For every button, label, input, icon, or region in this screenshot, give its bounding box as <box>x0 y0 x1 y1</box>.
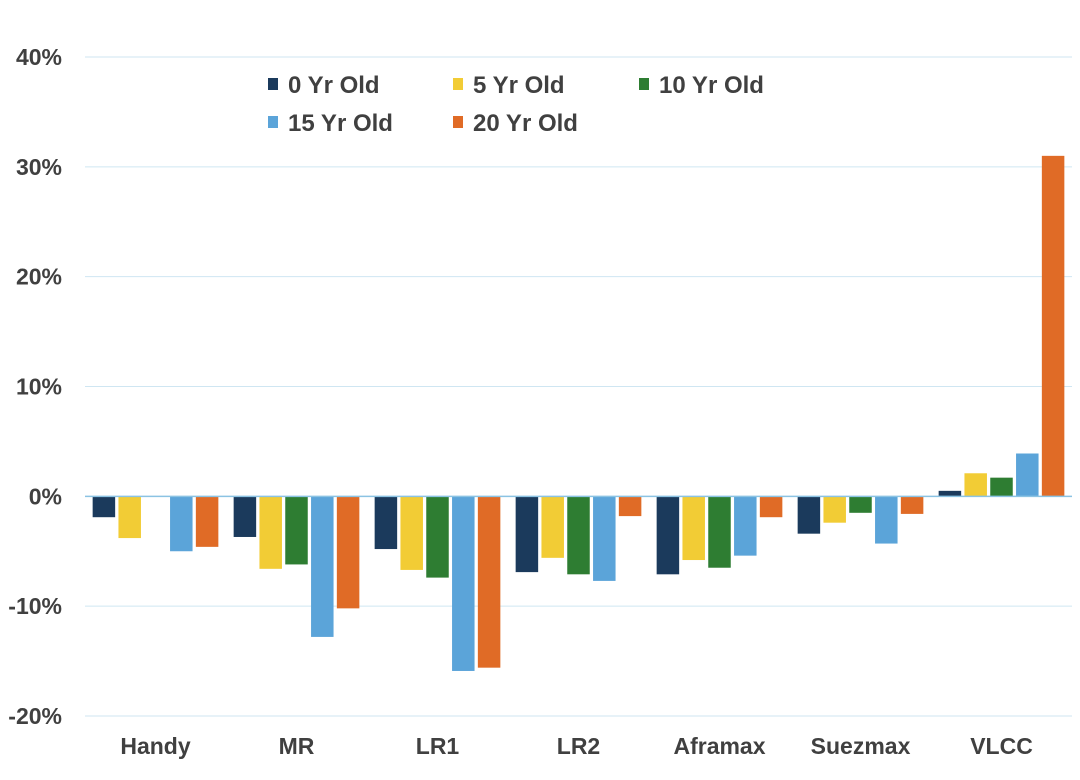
bar-vlcc-10-yr-old <box>990 477 1013 497</box>
legend-swatch <box>453 116 463 128</box>
x-axis-ticks: Handy MR LR1 LR2 Aframax Suezmax VLCC <box>120 733 1032 759</box>
x-tick-label: Aframax <box>673 733 765 759</box>
bar-lr2-20-yr-old <box>618 496 642 517</box>
legend-label: 10 Yr Old <box>659 72 764 99</box>
x-tick-label: VLCC <box>970 733 1033 759</box>
y-tick-label: -20% <box>8 703 62 729</box>
bar-aframax-15-yr-old <box>734 496 757 556</box>
bar-lr2-15-yr-old <box>593 496 616 581</box>
bar-aframax-10-yr-old <box>708 496 731 568</box>
x-tick-label: LR1 <box>416 733 460 759</box>
x-tick-label: LR2 <box>557 733 600 759</box>
bar-aframax-20-yr-old <box>759 496 783 518</box>
y-tick-label: 20% <box>16 264 62 290</box>
legend-label: 5 Yr Old <box>473 72 565 99</box>
bar-suezmax-15-yr-old <box>875 496 898 544</box>
bar-lr1-20-yr-old <box>477 496 501 668</box>
y-tick-label: 10% <box>16 374 62 400</box>
legend-label: 15 Yr Old <box>288 110 393 137</box>
bar-vlcc-20-yr-old <box>1041 155 1065 497</box>
bar-vlcc-5-yr-old <box>964 473 987 497</box>
bar-mr-20-yr-old <box>336 496 360 609</box>
bar-aframax-0-yr-old <box>656 496 680 575</box>
y-tick-label: 0% <box>29 483 62 509</box>
bar-suezmax-20-yr-old <box>900 496 924 514</box>
bar-aframax-5-yr-old <box>682 496 705 561</box>
gridlines <box>85 56 1072 717</box>
y-tick-label: 40% <box>16 44 62 70</box>
legend-label: 20 Yr Old <box>473 110 578 137</box>
x-tick-label: MR <box>279 733 315 759</box>
bar-vlcc-0-yr-old <box>938 490 962 497</box>
bar-lr2-0-yr-old <box>515 496 539 573</box>
bar-lr2-10-yr-old <box>567 496 590 575</box>
bar-handy-15-yr-old <box>170 496 193 552</box>
bar-lr1-5-yr-old <box>400 496 423 570</box>
bar-mr-0-yr-old <box>233 496 257 537</box>
y-axis-ticks: 40% 30% 20% 10% 0% -10% -20% <box>8 44 62 729</box>
legend-label: 0 Yr Old <box>288 72 380 99</box>
legend-swatch <box>268 78 278 90</box>
bar-mr-10-yr-old <box>285 496 308 565</box>
bar-suezmax-5-yr-old <box>823 496 846 523</box>
bar-lr2-5-yr-old <box>541 496 564 558</box>
bar-handy-5-yr-old <box>118 496 141 539</box>
bar-mr-15-yr-old <box>311 496 334 637</box>
legend-swatch <box>453 78 463 90</box>
bar-lr1-0-yr-old <box>374 496 398 550</box>
x-tick-label: Handy <box>120 733 191 759</box>
y-tick-label: 30% <box>16 154 62 180</box>
bar-suezmax-10-yr-old <box>849 496 872 513</box>
bar-suezmax-0-yr-old <box>797 496 821 534</box>
bar-vlcc-15-yr-old <box>1016 453 1039 497</box>
y-tick-label: -10% <box>8 593 62 619</box>
bar-lr1-15-yr-old <box>452 496 475 671</box>
bar-lr1-10-yr-old <box>426 496 449 578</box>
legend-swatch <box>268 116 278 128</box>
legend-swatch <box>639 78 649 90</box>
bar-mr-5-yr-old <box>259 496 282 569</box>
bars <box>92 155 1065 671</box>
bar-handy-20-yr-old <box>195 496 219 547</box>
bar-handy-0-yr-old <box>92 496 116 518</box>
x-tick-label: Suezmax <box>811 733 911 759</box>
legend: 0 Yr Old 5 Yr Old 10 Yr Old 15 Yr Old 20 Yr … <box>268 72 764 137</box>
